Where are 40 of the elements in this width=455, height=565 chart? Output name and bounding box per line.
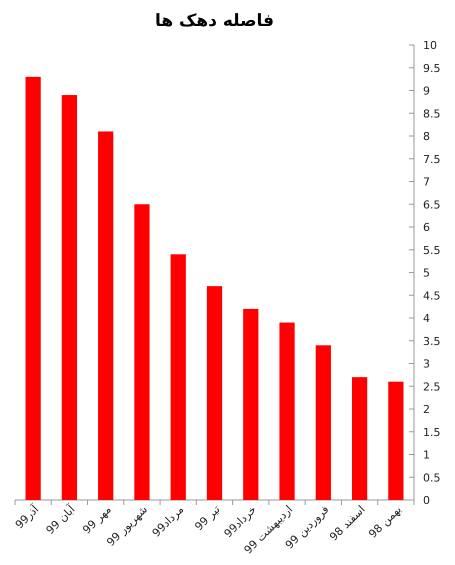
y-tick-label: 2.5 xyxy=(423,380,440,394)
y-tick-label: 9 xyxy=(423,84,430,98)
x-tick-label: آذر99 xyxy=(12,502,42,532)
y-tick-label: 10 xyxy=(423,39,437,52)
bar xyxy=(98,131,114,500)
x-tick-label: خرداد99 xyxy=(222,502,259,540)
y-tick-label: 4 xyxy=(423,312,430,325)
y-tick-label: 4.5 xyxy=(423,289,440,302)
y-tick-label: 9.5 xyxy=(423,62,440,75)
y-tick-label: 5.5 xyxy=(423,244,440,257)
y-tick-label: 0.5 xyxy=(423,471,440,484)
bar xyxy=(62,95,78,500)
y-tick-label: 3.5 xyxy=(423,334,440,348)
bar xyxy=(279,322,295,500)
x-tick-label: اسفند 98 xyxy=(327,502,368,544)
bar xyxy=(316,345,331,500)
bar xyxy=(170,254,186,500)
bar xyxy=(243,308,258,500)
x-tick-label: تیر 99 xyxy=(192,502,223,534)
bar xyxy=(134,204,150,500)
y-tick-label: 1.5 xyxy=(423,426,440,439)
y-tick-label: 6.5 xyxy=(423,198,440,212)
bar xyxy=(206,286,222,500)
y-tick-label: 2 xyxy=(423,403,430,416)
y-tick-label: 6 xyxy=(423,221,430,234)
bar xyxy=(388,382,404,500)
y-tick-label: 3 xyxy=(423,358,430,370)
y-tick-label: 8.5 xyxy=(423,107,440,120)
chart-title: فاصله دهک ها xyxy=(154,11,274,31)
x-tick-label: بهمن 98 xyxy=(366,502,404,541)
y-tick-label: 5 xyxy=(423,266,430,280)
bar xyxy=(352,377,368,500)
x-tick-label: آبان 99 xyxy=(42,502,78,537)
y-tick-label: 1 xyxy=(423,448,430,462)
x-tick-label: مرداد99 xyxy=(150,502,186,540)
y-tick-label: 8 xyxy=(423,130,430,143)
y-tick-label: 7.5 xyxy=(423,152,440,166)
y-tick-label: 7 xyxy=(423,176,430,188)
y-tick-label: 0 xyxy=(423,494,430,507)
bar xyxy=(26,76,41,500)
